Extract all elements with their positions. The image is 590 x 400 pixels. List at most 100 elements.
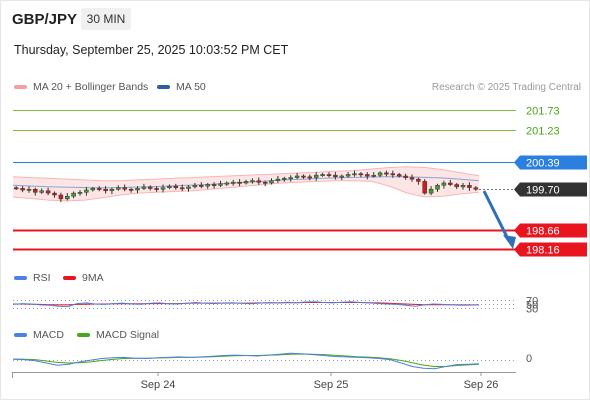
timeframe-button[interactable]: 30 MIN xyxy=(81,8,131,30)
forecast-arrow-icon xyxy=(503,235,516,250)
candle-body xyxy=(205,184,210,187)
candle-body xyxy=(39,190,44,193)
candle-body xyxy=(186,186,191,189)
legend-ma50: MA 50 xyxy=(157,81,206,93)
candle-body xyxy=(460,185,466,188)
legend-macd-signal: MACD Signal xyxy=(77,329,159,341)
candle-body xyxy=(371,174,376,177)
x-tick-label: Sep 25 xyxy=(314,379,349,391)
candle-body xyxy=(224,182,230,185)
candle-body xyxy=(256,180,262,183)
rsi-ma-swatch xyxy=(63,276,76,281)
candle-body xyxy=(409,177,415,180)
bollinger-lower-line xyxy=(12,180,480,202)
candle-body xyxy=(173,185,179,188)
candle-body xyxy=(396,174,402,177)
candle-body xyxy=(122,187,127,190)
candle-body xyxy=(237,181,242,184)
candle-body xyxy=(116,187,121,190)
candle-body xyxy=(345,174,351,177)
candle-body xyxy=(179,187,185,190)
candle-body xyxy=(58,194,64,200)
level-target-4-label: 198.66 xyxy=(526,226,560,238)
candle-body xyxy=(473,187,479,190)
candle-body xyxy=(448,182,453,185)
candle-body xyxy=(288,177,293,180)
candle-body xyxy=(377,172,383,176)
candle-body xyxy=(275,178,281,181)
candle-body xyxy=(52,192,57,196)
rsi-level-label-2: 30 xyxy=(526,304,538,316)
candle-body xyxy=(282,178,287,180)
macd-signal-label: MACD Signal xyxy=(96,329,160,341)
candle-body xyxy=(262,181,268,184)
ma50-label: MA 50 xyxy=(176,81,206,93)
candle-body xyxy=(71,192,76,197)
candle-body xyxy=(243,181,249,184)
candle-body xyxy=(147,186,153,189)
level-target-4-tag xyxy=(514,223,587,238)
candle-body xyxy=(326,174,332,176)
symbol-title: GBP/JPY xyxy=(12,11,78,28)
candle-body xyxy=(77,192,83,194)
candle-body xyxy=(90,188,96,191)
level-last-price-3-label: 199.70 xyxy=(526,185,560,197)
rsi-level-label-0: 70 xyxy=(526,296,538,308)
candle-body xyxy=(301,175,306,178)
candle-body xyxy=(230,181,236,184)
candle-body xyxy=(33,188,38,193)
candle-body xyxy=(358,173,364,176)
candle-body xyxy=(320,174,325,176)
macd-label: MACD xyxy=(33,329,64,341)
level-pivot-2-label: 200.39 xyxy=(526,158,560,170)
candle-body xyxy=(333,174,338,178)
candle-body xyxy=(416,178,421,182)
candle-body xyxy=(403,175,408,178)
candle-body xyxy=(20,188,25,191)
candle-body xyxy=(109,188,115,192)
candle-body xyxy=(135,188,140,191)
candle-body xyxy=(154,188,159,190)
level-resistance-1-label: 201.23 xyxy=(526,126,560,138)
level-target-5-label: 198.16 xyxy=(526,245,560,257)
candle-body xyxy=(84,189,89,193)
candle-body xyxy=(128,188,134,191)
candle-body xyxy=(422,181,427,194)
candle-body xyxy=(294,175,300,178)
candle-body xyxy=(307,176,313,179)
candle-body xyxy=(435,185,440,190)
candle-body xyxy=(454,184,459,188)
candle-body xyxy=(192,185,198,188)
candle-body xyxy=(211,184,217,186)
rsi-line xyxy=(12,301,480,308)
candle-body xyxy=(269,180,274,184)
x-tick-label: Sep 24 xyxy=(141,379,176,391)
macd-signal-swatch xyxy=(77,333,90,338)
candle-body xyxy=(167,185,172,188)
macd-zero-label: 0 xyxy=(526,353,532,365)
forecast-arrow-shaft xyxy=(482,190,511,242)
credit-text: Research © 2025 Trading Central xyxy=(431,82,581,93)
candle-body xyxy=(428,188,434,194)
candle-body xyxy=(390,173,396,176)
bollinger-label: MA 20 + Bollinger Bands xyxy=(33,81,149,93)
candle-body xyxy=(365,174,370,177)
bollinger-swatch xyxy=(14,85,27,90)
candle-body xyxy=(384,172,389,175)
candle-body xyxy=(160,187,166,190)
legend-rsi-ma: 9MA xyxy=(63,272,104,284)
candle-body xyxy=(96,188,102,190)
candle-body xyxy=(313,174,319,178)
macd-line xyxy=(12,352,480,370)
legend-bollinger: MA 20 + Bollinger Bands xyxy=(14,81,148,93)
macd-swatch xyxy=(14,333,27,338)
candle-body xyxy=(250,180,255,183)
x-tick-label: Sep 26 xyxy=(464,379,499,391)
candle-body xyxy=(45,190,51,194)
candle-body xyxy=(218,183,223,186)
candle-body xyxy=(467,185,472,188)
level-target-5-tag xyxy=(514,242,587,257)
candle-body xyxy=(13,187,19,190)
